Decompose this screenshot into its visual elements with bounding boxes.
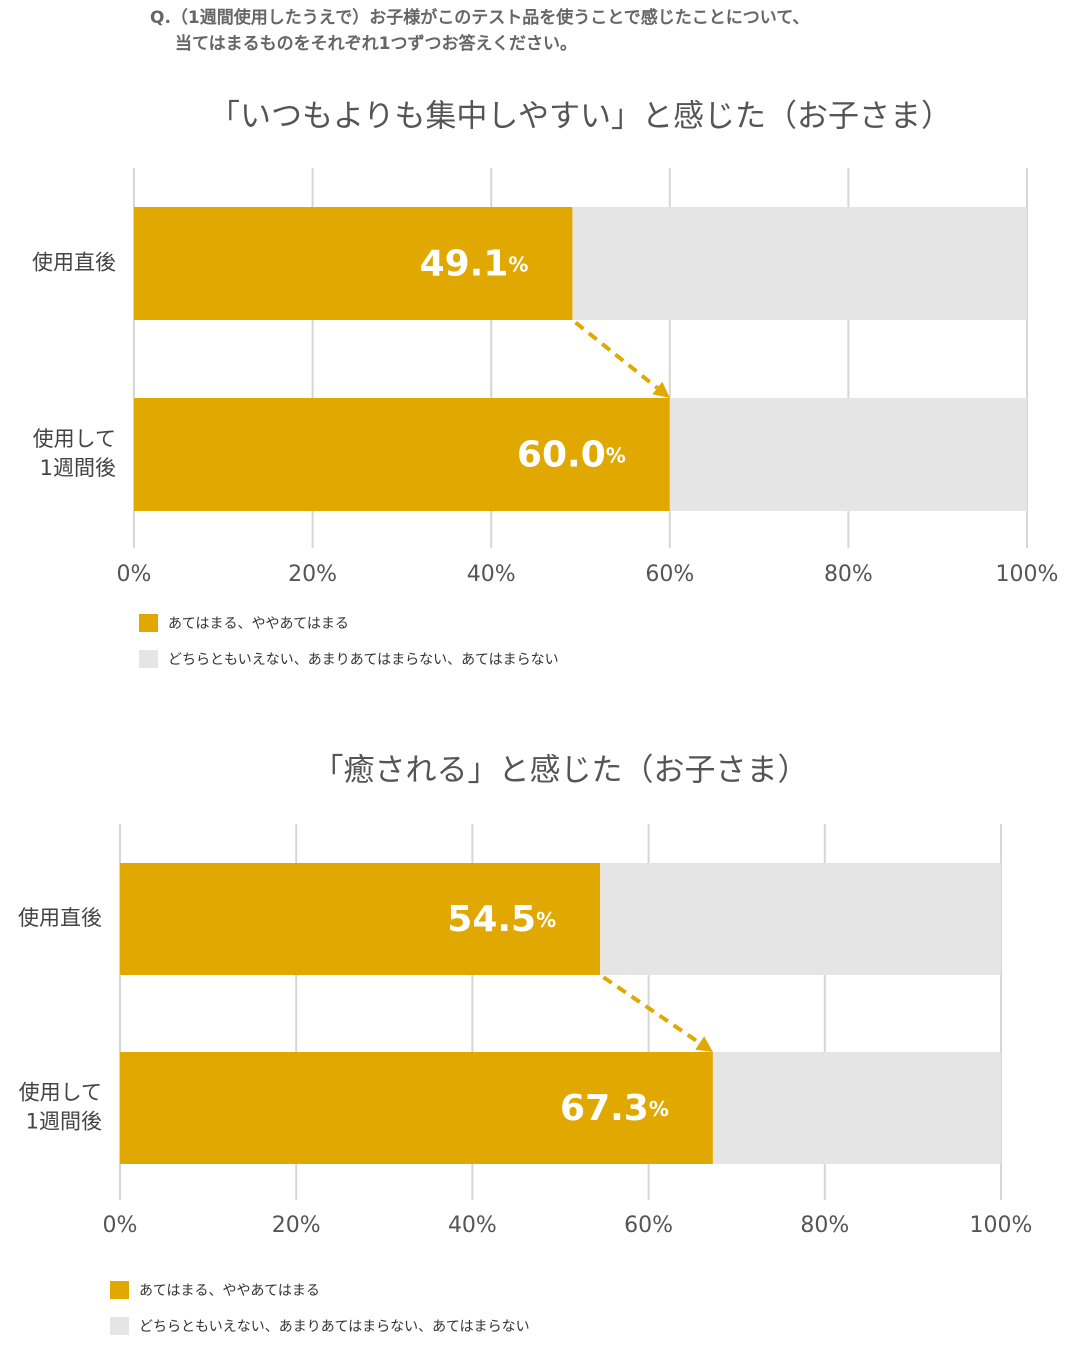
value-label: 54.5% bbox=[447, 899, 556, 940]
x-tick-label: 100% bbox=[996, 562, 1059, 587]
x-tick-label: 60% bbox=[645, 562, 694, 587]
arrow-line bbox=[574, 320, 659, 390]
bar-segment bbox=[600, 863, 1001, 975]
arrow-head bbox=[652, 381, 670, 398]
x-tick-label: 80% bbox=[800, 1213, 849, 1238]
category-label: 使用直後 bbox=[18, 906, 102, 930]
legend-swatch bbox=[139, 650, 158, 668]
legend-swatch bbox=[110, 1281, 129, 1299]
legend-swatch bbox=[110, 1317, 129, 1335]
value-label: 67.3% bbox=[560, 1088, 669, 1129]
bar-segment bbox=[120, 863, 601, 975]
category-label: 使用して 1週間後 bbox=[19, 1081, 102, 1134]
x-tick-label: 40% bbox=[467, 562, 516, 587]
arrow-line bbox=[602, 975, 701, 1045]
x-tick-label: 0% bbox=[117, 562, 152, 587]
question-line: Q.（1週間使用したうえで）お子様がこのテスト品を使うことで感じたことについて、 bbox=[150, 7, 809, 28]
value-label: 60.0% bbox=[517, 435, 626, 476]
value-label: 49.1% bbox=[420, 244, 529, 285]
bar-segment bbox=[572, 207, 1027, 320]
x-tick-label: 40% bbox=[448, 1213, 497, 1238]
x-tick-label: 20% bbox=[272, 1213, 321, 1238]
legend-label: あてはまる、ややあてはまる bbox=[168, 616, 349, 632]
bar-segment bbox=[134, 207, 573, 320]
legend-swatch bbox=[139, 614, 158, 632]
arrow-head bbox=[695, 1036, 713, 1052]
chart-title: 「癒される」と感じた（お子さま） bbox=[313, 753, 809, 789]
x-tick-label: 100% bbox=[970, 1213, 1033, 1238]
bar-segment bbox=[669, 398, 1027, 511]
legend-label: あてはまる、ややあてはまる bbox=[139, 1283, 320, 1299]
category-label: 使用して 1週間後 bbox=[33, 427, 116, 480]
bar-segment bbox=[712, 1052, 1001, 1164]
x-tick-label: 60% bbox=[624, 1213, 673, 1238]
legend-label: どちらともいえない、あまりあてはまらない、あてはまらない bbox=[139, 1319, 530, 1335]
bar-segment bbox=[120, 1052, 713, 1164]
legend-label: どちらともいえない、あまりあてはまらない、あてはまらない bbox=[168, 652, 559, 668]
x-tick-label: 0% bbox=[103, 1213, 138, 1238]
category-label: 使用直後 bbox=[32, 251, 116, 275]
x-tick-label: 20% bbox=[288, 562, 337, 587]
chart-title: 「いつもよりも集中しやすい」と感じた（お子さま） bbox=[209, 99, 952, 135]
x-tick-label: 80% bbox=[824, 562, 873, 587]
question-line: 当てはまるものをそれぞれ1つずつお答えください。 bbox=[175, 33, 577, 54]
bar-segment bbox=[134, 398, 670, 511]
